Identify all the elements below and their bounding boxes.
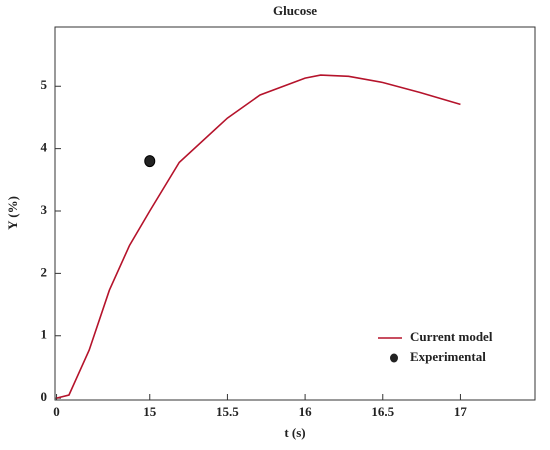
y-tick-label: 5 — [41, 77, 48, 92]
x-tick-label: 15.5 — [216, 404, 239, 419]
line — [56, 74, 461, 399]
y-tick-label: 0 — [41, 389, 48, 404]
y-axis-label: Y (%) — [5, 196, 20, 230]
x-tick-label: 16 — [299, 404, 313, 419]
legend-label: Current model — [410, 329, 493, 344]
x-tick-label: 0 — [53, 404, 60, 419]
x-tick-label: 17 — [454, 404, 468, 419]
y-tick-label: 4 — [41, 140, 48, 155]
point — [144, 155, 156, 168]
y-tick-label: 2 — [41, 264, 48, 279]
legend-label: Experimental — [410, 349, 486, 364]
x-tick-label: 15 — [143, 404, 157, 419]
legend-marker — [390, 353, 398, 363]
y-tick-label: 1 — [41, 327, 48, 342]
x-axis-label: t (s) — [284, 425, 305, 440]
chart-title: Glucose — [273, 3, 317, 18]
y-tick-label: 3 — [41, 202, 48, 217]
x-tick-label: 16.5 — [371, 404, 394, 419]
plot-frame — [54, 26, 536, 401]
